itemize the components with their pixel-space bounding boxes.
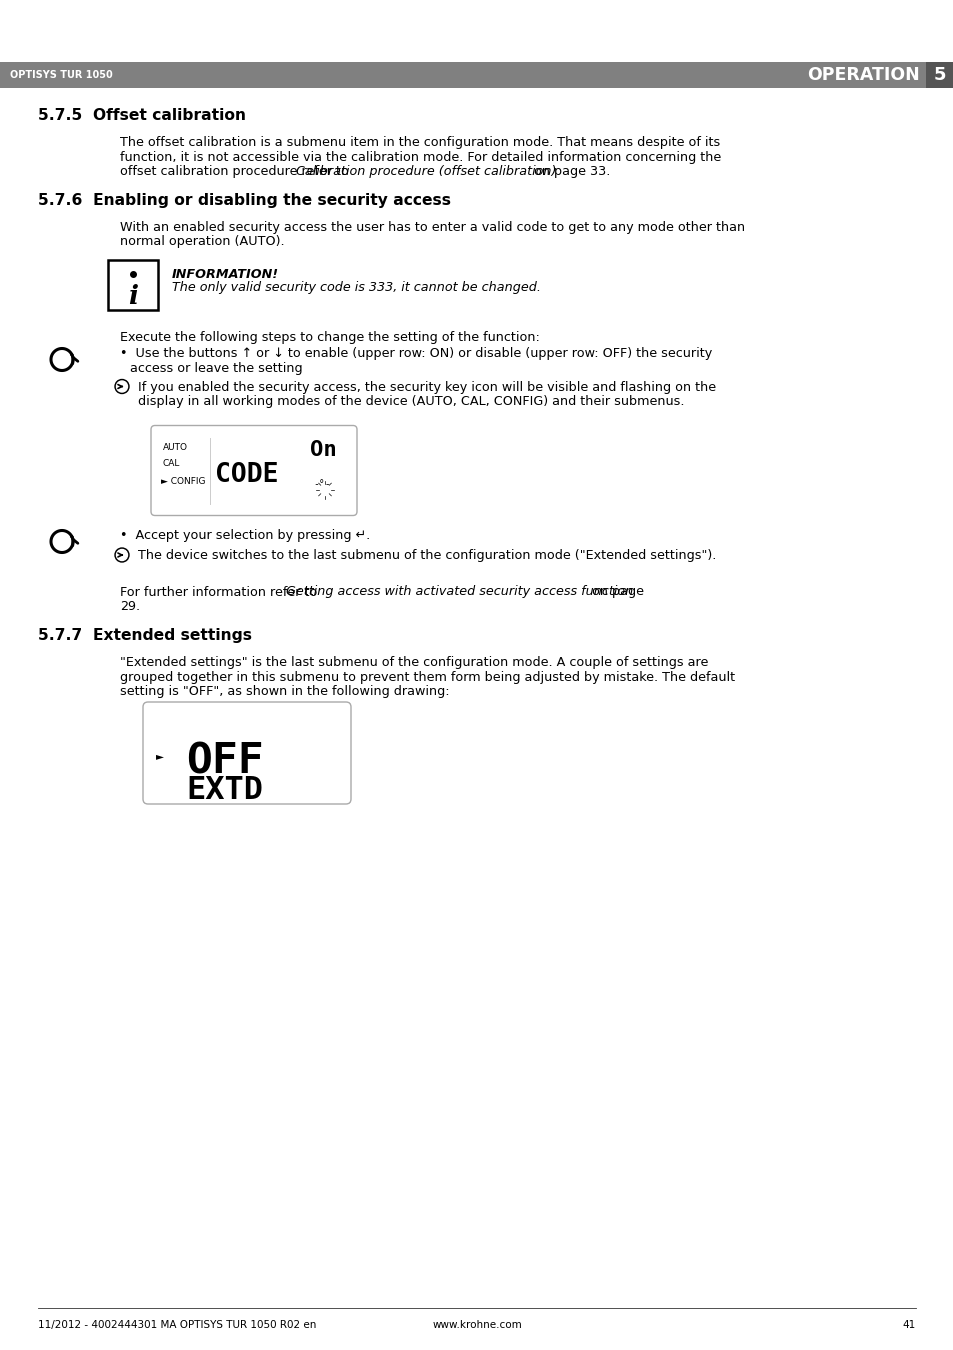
Text: display in all working modes of the device (AUTO, CAL, CONFIG) and their submenu: display in all working modes of the devi… [138, 396, 684, 408]
Text: The device switches to the last submenu of the configuration mode ("Extended set: The device switches to the last submenu … [138, 549, 716, 562]
Bar [108, 259, 158, 309]
Text: normal operation (AUTO).: normal operation (AUTO). [120, 235, 284, 248]
FancyBboxPatch shape [143, 702, 351, 805]
Text: i: i [128, 284, 138, 309]
Text: on page 33.: on page 33. [530, 165, 610, 178]
Text: OPERATION: OPERATION [806, 66, 919, 84]
Text: Getting access with activated security access function: Getting access with activated security a… [286, 586, 633, 598]
Circle shape [115, 379, 129, 393]
Text: CODE: CODE [214, 463, 278, 489]
Text: •  Use the buttons ↑ or ↓ to enable (upper row: ON) or disable (upper row: OFF) : • Use the buttons ↑ or ↓ to enable (uppe… [120, 347, 712, 360]
Text: function, it is not accessible via the calibration mode. For detailed informatio: function, it is not accessible via the c… [120, 150, 720, 163]
Text: On: On [310, 440, 336, 459]
Text: offset calibration procedure refer to: offset calibration procedure refer to [120, 165, 353, 178]
FancyBboxPatch shape [151, 425, 356, 516]
Bar [925, 62, 953, 88]
Text: 5.7.7  Extended settings: 5.7.7 Extended settings [38, 628, 252, 643]
Text: access or leave the setting: access or leave the setting [130, 362, 302, 375]
Text: EXTD: EXTD [186, 775, 263, 806]
Text: www.krohne.com: www.krohne.com [432, 1320, 521, 1330]
Circle shape [116, 381, 128, 392]
Text: setting is "OFF", as shown in the following drawing:: setting is "OFF", as shown in the follow… [120, 684, 449, 698]
Text: AUTO: AUTO [163, 443, 188, 451]
Text: 29.: 29. [120, 599, 140, 613]
Text: •  Accept your selection by pressing ↵.: • Accept your selection by pressing ↵. [120, 529, 370, 543]
Text: With an enabled security access the user has to enter a valid code to get to any: With an enabled security access the user… [120, 221, 744, 234]
Text: grouped together in this submenu to prevent them form being adjusted by mistake.: grouped together in this submenu to prev… [120, 671, 735, 683]
Text: ► CONFIG: ► CONFIG [161, 478, 205, 486]
Text: Calibration procedure (offset calibration): Calibration procedure (offset calibratio… [295, 165, 556, 178]
Text: The only valid security code is 333, it cannot be changed.: The only valid security code is 333, it … [172, 282, 540, 294]
Text: Execute the following steps to change the setting of the function:: Execute the following steps to change th… [120, 332, 539, 344]
Text: 11/2012 - 4002444301 MA OPTISYS TUR 1050 R02 en: 11/2012 - 4002444301 MA OPTISYS TUR 1050… [38, 1320, 316, 1330]
Text: 5.7.5  Offset calibration: 5.7.5 Offset calibration [38, 108, 246, 123]
Text: "Extended settings" is the last submenu of the configuration mode. A couple of s: "Extended settings" is the last submenu … [120, 656, 708, 670]
Text: ►: ► [156, 751, 164, 761]
Text: For further information refer to: For further information refer to [120, 586, 321, 598]
Text: INFORMATION!: INFORMATION! [172, 267, 279, 281]
Text: If you enabled the security access, the security key icon will be visible and fl: If you enabled the security access, the … [138, 381, 716, 393]
Circle shape [115, 548, 129, 562]
Text: CAL: CAL [163, 459, 180, 468]
Text: -°-: -°- [313, 479, 331, 490]
Text: 41: 41 [902, 1320, 915, 1330]
Bar [0, 62, 953, 88]
Circle shape [116, 549, 128, 560]
Text: 5: 5 [933, 66, 945, 84]
Text: 5.7.6  Enabling or disabling the security access: 5.7.6 Enabling or disabling the security… [38, 193, 451, 208]
Text: OPTISYS TUR 1050: OPTISYS TUR 1050 [10, 70, 112, 80]
Text: OFF: OFF [186, 741, 263, 783]
Text: The offset calibration is a submenu item in the configuration mode. That means d: The offset calibration is a submenu item… [120, 136, 720, 148]
Text: on page: on page [587, 586, 643, 598]
